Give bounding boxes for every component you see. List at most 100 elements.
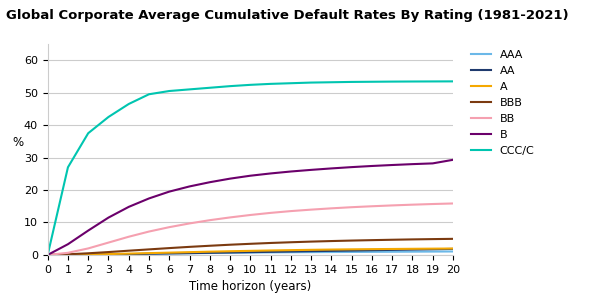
BB — [145, 230, 153, 233]
B — [267, 172, 274, 175]
B — [409, 162, 416, 166]
BB — [206, 218, 213, 222]
A — [368, 247, 375, 251]
BBB — [145, 248, 153, 251]
BBB — [449, 237, 457, 241]
B — [389, 163, 396, 167]
BBB — [247, 242, 254, 246]
A — [125, 252, 132, 255]
Y-axis label: %: % — [13, 137, 24, 149]
B — [85, 229, 92, 232]
AAA — [409, 250, 416, 253]
A — [105, 252, 112, 256]
CCC/C — [166, 89, 173, 93]
Text: Global Corporate Average Cumulative Default Rates By Rating (1981-2021): Global Corporate Average Cumulative Defa… — [6, 9, 569, 22]
BB — [449, 202, 457, 205]
CCC/C — [105, 115, 112, 119]
B — [449, 158, 457, 161]
AAA — [226, 251, 234, 255]
B — [44, 253, 51, 257]
AAA — [348, 250, 355, 254]
B — [64, 242, 72, 246]
AA — [145, 252, 153, 255]
B — [166, 190, 173, 193]
CCC/C — [64, 166, 72, 169]
BB — [368, 205, 375, 208]
AAA — [186, 251, 193, 255]
BBB — [226, 243, 234, 246]
A — [206, 250, 213, 253]
X-axis label: Time horizon (years): Time horizon (years) — [189, 280, 312, 293]
B — [287, 170, 294, 173]
Line: CCC/C: CCC/C — [48, 81, 453, 255]
AAA — [206, 251, 213, 255]
AAA — [166, 252, 173, 255]
BB — [328, 207, 335, 210]
A — [166, 251, 173, 254]
AA — [247, 251, 254, 254]
AA — [409, 248, 416, 251]
B — [145, 197, 153, 200]
CCC/C — [85, 132, 92, 135]
A — [429, 247, 436, 251]
B — [308, 168, 315, 172]
BBB — [308, 240, 315, 243]
BB — [308, 208, 315, 211]
CCC/C — [287, 81, 294, 85]
BBB — [64, 253, 72, 256]
A — [64, 253, 72, 256]
A — [287, 248, 294, 252]
BBB — [125, 249, 132, 253]
Line: AAA: AAA — [48, 251, 453, 255]
BBB — [206, 244, 213, 248]
AAA — [64, 253, 72, 257]
AAA — [267, 251, 274, 254]
A — [348, 248, 355, 251]
BBB — [287, 241, 294, 244]
CCC/C — [186, 88, 193, 91]
CCC/C — [409, 80, 416, 83]
AAA — [287, 251, 294, 254]
BB — [409, 203, 416, 207]
B — [186, 185, 193, 188]
AA — [105, 253, 112, 256]
BBB — [389, 238, 396, 241]
AA — [368, 248, 375, 252]
BB — [186, 222, 193, 225]
CCC/C — [247, 83, 254, 87]
Line: AA: AA — [48, 249, 453, 255]
BBB — [105, 250, 112, 254]
CCC/C — [348, 80, 355, 84]
AAA — [125, 252, 132, 256]
AAA — [105, 253, 112, 256]
CCC/C — [389, 80, 396, 83]
A — [145, 251, 153, 255]
AA — [64, 253, 72, 257]
AA — [429, 248, 436, 251]
AA — [186, 251, 193, 255]
CCC/C — [44, 253, 51, 257]
AAA — [389, 250, 396, 253]
AA — [226, 251, 234, 254]
A — [44, 253, 51, 257]
A — [449, 247, 457, 250]
AA — [125, 252, 132, 256]
CCC/C — [125, 102, 132, 106]
AA — [85, 253, 92, 256]
AAA — [429, 250, 436, 253]
BB — [105, 241, 112, 244]
AA — [348, 249, 355, 252]
BBB — [44, 253, 51, 257]
AA — [389, 248, 396, 252]
Line: BBB: BBB — [48, 239, 453, 255]
BB — [44, 253, 51, 257]
BB — [348, 205, 355, 209]
A — [85, 253, 92, 256]
CCC/C — [368, 80, 375, 84]
B — [206, 180, 213, 184]
BBB — [429, 237, 436, 241]
B — [125, 205, 132, 209]
A — [267, 249, 274, 252]
Line: A: A — [48, 248, 453, 255]
CCC/C — [429, 80, 436, 83]
